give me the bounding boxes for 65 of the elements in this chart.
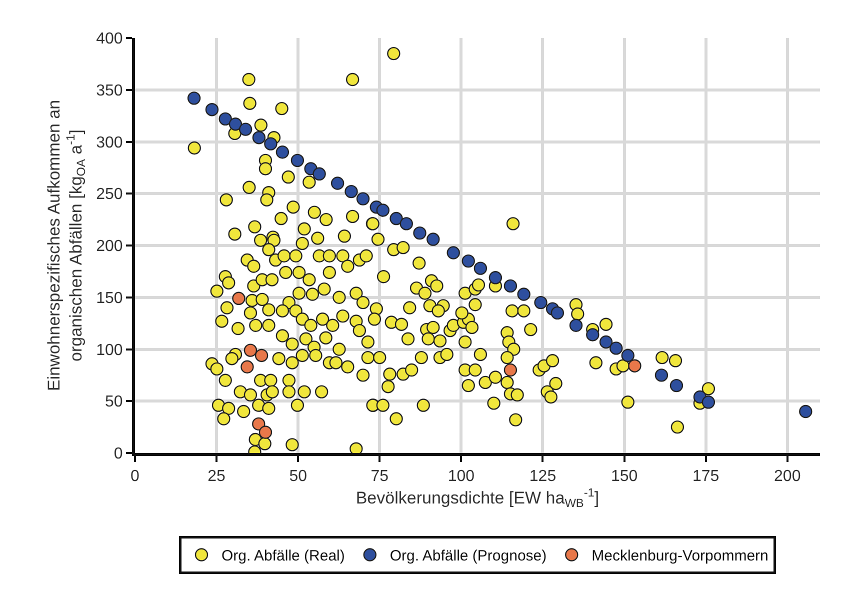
point — [534, 296, 548, 310]
point — [610, 342, 623, 355]
point — [504, 279, 518, 293]
point — [218, 112, 232, 126]
point — [599, 335, 613, 349]
y-tick-label: 300 — [96, 134, 123, 152]
point — [330, 176, 344, 190]
y-tick-label: 150 — [96, 290, 123, 307]
legend-label: Org. Abfälle (Prognose) — [390, 548, 547, 565]
x-tick-label: 200 — [774, 468, 801, 486]
x-tick-label: 75 — [370, 468, 389, 486]
point — [426, 232, 440, 246]
y-tick-label: 400 — [96, 30, 123, 48]
point — [413, 226, 426, 240]
point — [621, 348, 634, 362]
point — [232, 292, 246, 306]
x-tick-label: 100 — [448, 468, 475, 486]
x-tick-label: 175 — [692, 468, 720, 486]
point — [228, 118, 242, 131]
point — [446, 246, 460, 260]
point — [252, 131, 266, 144]
y-tick-label: 250 — [96, 186, 123, 204]
point — [254, 348, 268, 362]
point — [488, 271, 502, 284]
point — [654, 368, 668, 382]
point — [462, 254, 475, 268]
point — [376, 204, 390, 217]
legend-label: Org. Abfälle (Real) — [222, 548, 345, 565]
x-tick-label: 150 — [610, 468, 638, 486]
y-tick-label: 50 — [105, 394, 123, 411]
point — [252, 417, 266, 431]
point — [474, 262, 488, 275]
point — [240, 360, 254, 374]
point — [238, 122, 252, 136]
x-axis-title: Bevölkerungsdichte [EW ha$_{WB}$$^{-1}$] — [356, 485, 600, 510]
point — [258, 426, 272, 439]
point — [799, 404, 812, 418]
point — [550, 306, 564, 320]
point — [504, 363, 518, 377]
legend-label: Mecklenburg-Vorpommern — [592, 548, 768, 565]
x-tick-label: 0 — [130, 468, 140, 486]
x-tick-label: 25 — [208, 468, 226, 486]
point — [586, 328, 600, 342]
point — [276, 146, 290, 159]
point — [264, 137, 278, 150]
point — [702, 396, 716, 409]
y-tick-label: 200 — [96, 238, 123, 256]
point — [517, 288, 530, 301]
point — [205, 102, 219, 116]
y-tick-label: 0 — [114, 446, 123, 463]
x-tick-label: 125 — [529, 468, 556, 486]
point — [670, 378, 684, 392]
y-tick-label: 100 — [96, 342, 123, 359]
point — [187, 92, 201, 105]
point — [312, 167, 326, 181]
point — [569, 318, 583, 332]
point — [628, 359, 642, 372]
point — [344, 184, 358, 198]
y-tick-label: 350 — [96, 82, 123, 100]
point — [400, 217, 413, 230]
point — [390, 212, 403, 226]
point — [290, 154, 304, 168]
point — [244, 344, 258, 357]
point — [356, 192, 370, 206]
x-tick-label: 50 — [289, 468, 308, 486]
